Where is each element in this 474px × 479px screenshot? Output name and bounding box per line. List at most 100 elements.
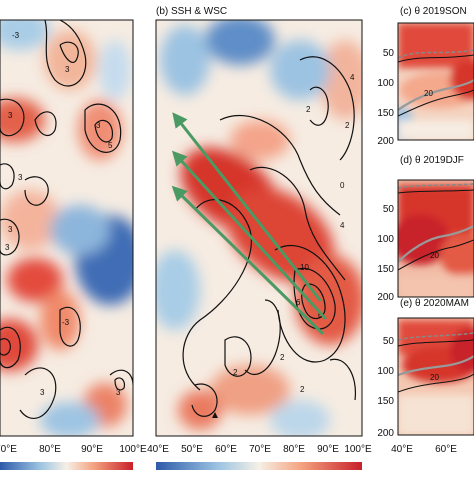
panel-d: (d) θ 2019DJF 20 50 100 150 200 [377,155,474,303]
contour-label: 2 [306,105,311,114]
panel-a-contour [59,306,81,347]
panel-b-contour [191,383,218,417]
panel-b-warm-patch [225,187,335,283]
panel-c-isoline [398,49,474,59]
panel-b-contour [299,56,355,161]
contour-label: -3 [12,31,20,40]
panel-e-isoline [398,339,474,347]
panel-a-warm-patch [7,258,63,302]
contour-label: -3 [62,318,70,327]
panel-a-contour [19,367,57,420]
panel-b-arrow [172,112,322,302]
panel-e-frame [397,317,474,436]
panel-b-cool-patch [205,20,275,65]
panel-a-contour [0,163,15,190]
panel-b-contour [293,267,336,330]
panel-b-contour [182,199,252,391]
panel-b-frame [155,19,363,437]
panel-b-arrow [171,150,327,320]
contour-label: 3 [5,243,10,252]
panel-d-y-tick: 150 [377,264,394,275]
panel-b-cool-patch [156,250,200,330]
panel-b-contour [219,114,341,216]
panel-a-contour [84,103,122,153]
panel-e-y-tick: 150 [377,396,394,407]
panel-b-arrow [171,185,324,335]
contour-label: 6 [318,311,323,320]
panel-a-contour [94,119,114,143]
panel-a-cool-patch [99,40,131,100]
panel-b-cool-patch [160,25,210,95]
contour-label: 2 [300,385,305,394]
panel-a-contour [44,20,87,87]
panel-c-y-tick: 200 [377,136,394,147]
contour-label: 0 [340,181,345,190]
panel-b-warm-patch [230,120,290,160]
panel-b-title: (b) SSH & WSC [156,6,227,17]
panel-a-warm-patch [0,319,38,371]
contour-label: 4 [350,73,355,82]
panel-a-frame [0,19,134,437]
panel-a-warm-patch [0,98,45,142]
panel-a-contour [0,218,20,256]
panel-b-warm-patch [178,390,222,430]
contour-label: 2 [345,121,350,130]
panel-a-x-tick: 100°E [119,444,147,455]
contour-label: 3 [8,225,13,234]
panel-b-x-tick: 70°E [249,444,271,455]
panel-e-y-tick: 200 [377,428,394,439]
contour-label: 10 [300,263,309,272]
panel-d-y-tick: 100 [377,234,394,245]
panel-e-x-tick: 60°E [435,444,457,455]
panel-a-contour [0,326,21,369]
isotherm-label: 20 [430,251,439,260]
contour-label: 3 [8,111,13,120]
panel-a-contour [114,377,125,391]
panel-a-contour [34,111,57,137]
contour-label: 3 [18,173,23,182]
contour-label: 5 [108,141,113,150]
panel-c: (c) θ 2019SON 20 50 100 150 200 [377,6,474,147]
panel-e-isoline [398,332,474,341]
panel-a-x-tick: 70°E [0,444,17,455]
panel-d-y-tick: 50 [383,204,395,215]
panel-d-isoline [398,183,474,189]
panel-e-y-tick: 50 [383,336,395,347]
panel-b-contour [224,336,252,377]
panel-b-warm-patch [320,40,362,120]
panel-b-x-tick: 100°E [344,444,372,455]
panel-b-contour [301,283,326,320]
panel-a-cool-patch [40,402,100,436]
panel-e: (e) θ 2020MAM 20 50 100 150 200 40°E 60°… [377,298,474,455]
panel-c-isoline [398,89,474,117]
isotherm-label: 20 [424,89,433,98]
panel-e-x-tick: 40°E [391,444,413,455]
colorbar-b [156,462,362,470]
panel-a-x-tick: 90°E [81,444,103,455]
panel-b: (b) SSH & WSC [147,6,372,470]
panel-d-isoline [398,189,474,194]
panel-b-contour [329,358,357,401]
contour-label: 6 [296,298,301,307]
panel-a-x-tick: 80°E [39,444,61,455]
contour-label: 3 [40,388,45,397]
panel-a-cool-patch [0,20,50,50]
contour-label: 4 [340,221,345,230]
panel-d-y-tick: 200 [377,292,394,303]
contour-label: 2 [280,353,285,362]
panel-b-x-tick: 40°E [147,444,169,455]
panel-a-warm-patch [78,100,122,160]
panel-c-y-tick: 150 [377,108,394,119]
isotherm-label: 20 [430,373,439,382]
panel-a-warm-patch [0,190,60,250]
panel-a: -3 3 3 3 5 3 3 3 -3 3 3 70°E 80°E 90°E 1… [0,19,147,470]
contour-label: 3 [96,121,101,130]
panel-b-contour [274,244,346,363]
panel-d-title: (d) θ 2019DJF [400,155,464,166]
panel-b-x-tick: 90°E [317,444,339,455]
panel-d-isoline [398,225,474,263]
panel-a-contour [0,338,12,356]
panel-c-title: (c) θ 2019SON [400,6,467,17]
panel-e-isoline [398,355,474,377]
